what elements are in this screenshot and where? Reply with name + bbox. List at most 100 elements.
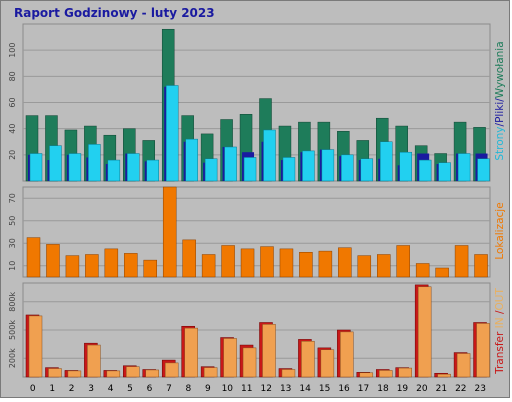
bar-strony: [360, 158, 374, 182]
bar-lokalizacje: [377, 254, 391, 278]
bar-lokalizacje: [124, 253, 138, 278]
bar-strony: [224, 146, 237, 182]
bar-lokalizacje: [415, 263, 430, 278]
bar-lokalizacje: [85, 254, 99, 278]
bar-strony: [165, 85, 179, 182]
x-tick-label: 5: [127, 384, 133, 394]
bar-strony: [88, 144, 101, 182]
x-tick-label: 19: [397, 384, 409, 394]
x-tick-label: 18: [377, 384, 389, 394]
bar-transfer-in: [145, 369, 159, 378]
x-tick-label: 0: [30, 384, 36, 394]
bar-strony: [127, 153, 140, 182]
bar-strony: [263, 129, 276, 182]
x-tick-label: 7: [166, 384, 172, 394]
legend-transfer-label: Transfer: [494, 331, 506, 375]
bar-lokalizacje: [454, 245, 469, 278]
panel-frame: [22, 186, 491, 278]
bar-strony: [243, 157, 257, 182]
bar-lokalizacje: [240, 248, 255, 278]
bar-transfer-in: [476, 323, 490, 378]
bar-strony: [302, 150, 315, 182]
bar-transfer-in: [106, 370, 121, 378]
x-tick-label: 8: [186, 384, 192, 394]
bar-transfer-in: [301, 341, 315, 378]
hour-axis: 0 1 2 3 4 5 6 7 8 9 10 11 12 13 14 15 16 17 18 19 20 21 22 23: [30, 384, 486, 394]
x-tick-label: 23: [475, 384, 486, 394]
x-tick-label: 17: [358, 384, 369, 394]
bar-strony: [146, 159, 159, 182]
bar-lokalizacje: [260, 246, 274, 278]
legend-lokalizacje: Lokalizacje: [494, 202, 506, 259]
bar-lokalizacje: [46, 244, 60, 278]
bar-transfer-in: [456, 353, 471, 378]
x-tick-label: 20: [416, 384, 428, 394]
legend-out: OUT: [494, 288, 506, 311]
y-tick-label: 10: [8, 261, 17, 271]
x-tick-label: 22: [455, 384, 466, 394]
bar-transfer-in: [379, 370, 393, 378]
x-tick-label: 12: [261, 384, 272, 394]
y-tick-label: 40: [8, 124, 17, 134]
y-tick-label: 50: [8, 216, 17, 226]
bar-strony: [380, 141, 393, 182]
legend-sep-1: /: [494, 122, 506, 126]
bar-strony: [418, 159, 432, 182]
y-tick-label: 60: [8, 97, 17, 107]
bar-lokalizacje: [65, 255, 80, 278]
x-tick-label: 15: [319, 384, 330, 394]
x-tick-label: 13: [280, 384, 291, 394]
legend-sep-3: /: [494, 310, 506, 317]
y-tick-label: 70: [8, 193, 17, 203]
x-tick-label: 14: [299, 384, 311, 394]
transfer-panel: 200k 500k 800k: [8, 282, 491, 378]
bar-strony: [399, 151, 412, 182]
bar-transfer-in: [242, 347, 257, 378]
bar-transfer-in: [340, 331, 354, 378]
y-tick-label: 80: [8, 71, 17, 81]
bar-transfer-in: [48, 368, 62, 378]
bar-strony: [321, 149, 335, 182]
legend-hits: Strony/Pliki/Wywołania: [494, 41, 506, 160]
x-tick-label: 3: [88, 384, 94, 394]
bar-transfer-in: [184, 327, 198, 378]
y-tick-label: 200k: [8, 348, 17, 368]
bar-lokalizacje: [26, 237, 41, 278]
x-tick-label: 10: [222, 384, 234, 394]
y-tick-label: 30: [8, 238, 17, 248]
bar-lokalizacje: [435, 267, 449, 278]
bar-transfer-in: [281, 369, 296, 378]
x-tick-label: 16: [338, 384, 350, 394]
y-tick-label: 20: [8, 150, 17, 160]
hits-panel: 20 40 60 80 100: [8, 23, 491, 182]
legend-sep-2: /: [494, 98, 506, 102]
bar-transfer-in: [126, 366, 140, 378]
x-tick-label: 9: [205, 384, 211, 394]
bar-lokalizacje: [104, 248, 119, 278]
bar-transfer-in: [417, 286, 432, 378]
bar-transfer-in: [28, 315, 43, 378]
bar-strony: [49, 145, 62, 182]
y-tick-label: 500k: [8, 320, 17, 340]
legend-wyswietlenia: Wywołania: [494, 41, 506, 98]
y-tick-label: 800k: [8, 291, 17, 311]
bar-strony: [204, 158, 218, 182]
bar-lokalizacje: [318, 250, 333, 278]
x-tick-label: 11: [241, 384, 252, 394]
bar-strony: [438, 162, 451, 182]
hourly-report-chart: Raport Godzinowy - luty 2023 20406080100…: [8, 6, 506, 394]
legend-transfer: Transfer IN /OUT: [494, 288, 506, 375]
chart-title: Raport Godzinowy - luty 2023: [14, 6, 215, 20]
bar-transfer-in: [320, 349, 335, 378]
bar-lokalizacje: [357, 255, 372, 278]
bar-lokalizacje: [396, 245, 410, 278]
y-tick-label: 100: [8, 43, 17, 58]
bar-transfer-in: [359, 372, 374, 378]
bar-transfer-in: [398, 367, 412, 378]
bar-transfer-in: [87, 344, 101, 378]
bar-transfer-in: [262, 324, 276, 378]
x-tick-label: 4: [108, 384, 114, 394]
legend-pliki: Pliki: [494, 102, 506, 123]
x-tick-label: 21: [436, 384, 447, 394]
bar-strony: [107, 159, 121, 182]
